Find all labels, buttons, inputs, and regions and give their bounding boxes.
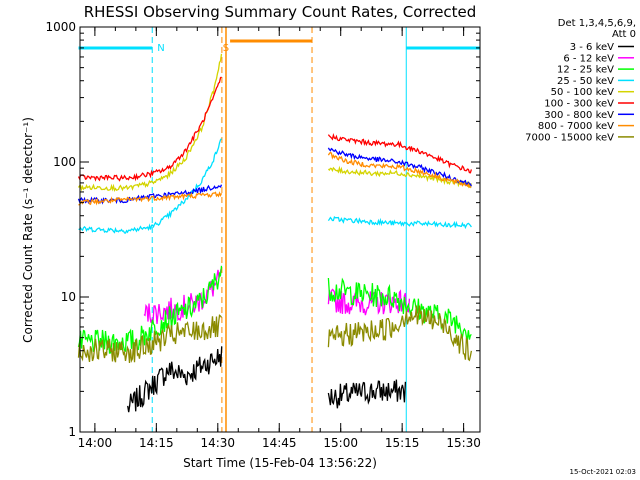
- y-tick-label: 100: [53, 155, 76, 169]
- legend-label: 12 - 25 keV: [557, 65, 614, 76]
- x-tick-label: 15:15: [385, 436, 420, 450]
- series-line: [327, 379, 407, 409]
- series-line: [77, 53, 223, 193]
- series-line: [143, 268, 222, 324]
- y-axis-label: Corrected Count Rate (s⁻¹ detector⁻¹): [21, 117, 35, 343]
- series-line: [77, 76, 222, 182]
- series-line: [78, 138, 223, 234]
- series-line: [77, 314, 223, 363]
- x-tick-label: 14:15: [139, 436, 174, 450]
- x-axis-label: Start Time (15-Feb-04 13:56:22): [183, 456, 377, 470]
- legend-label: 3 - 6 keV: [570, 42, 614, 53]
- series-line: [327, 277, 472, 342]
- legend-header: Att 0: [612, 29, 636, 40]
- axes: 1 10 100 1000 14:00 14:15 14:30 14:45 15:00 15:15…: [45, 20, 480, 450]
- x-tick-label: 14:45: [262, 436, 297, 450]
- y-tick-label: 1000: [45, 20, 76, 34]
- legend-label: 6 - 12 keV: [563, 53, 614, 64]
- plot-frame: [79, 26, 481, 433]
- series-line: [327, 132, 473, 174]
- x-tick-label: 15:00: [323, 436, 358, 450]
- series-line: [77, 265, 223, 354]
- x-tick-label: 14:00: [78, 436, 113, 450]
- chart-title: RHESSI Observing Summary Count Rates, Co…: [84, 3, 477, 21]
- series-line: [327, 305, 473, 362]
- x-tick-label: 14:30: [200, 436, 235, 450]
- series-line: [327, 147, 472, 187]
- series-line: [327, 216, 472, 230]
- legend-label: 300 - 800 keV: [544, 110, 614, 121]
- series-line: [127, 346, 223, 413]
- series-line: [77, 184, 223, 205]
- series-line: [327, 288, 411, 316]
- legend-label: 100 - 300 keV: [544, 99, 614, 110]
- y-tick-label: 10: [61, 290, 76, 304]
- series-line: [327, 165, 473, 189]
- legend-label: 50 - 100 keV: [551, 87, 615, 98]
- legend-header: Det 1,3,4,5,6,9,: [558, 18, 636, 29]
- series-line: [78, 191, 223, 206]
- x-tick-label: 15:30: [446, 436, 481, 450]
- annotation-label: S: [223, 43, 229, 54]
- y-tick-label: 1: [68, 425, 76, 439]
- timestamp: 15-Oct-2021 02:03: [570, 468, 636, 476]
- legend-label: 800 - 7000 keV: [538, 121, 614, 132]
- annotation-label: N: [157, 43, 164, 54]
- legend-label: 25 - 50 keV: [557, 76, 614, 87]
- legend-label: 7000 - 15000 keV: [525, 132, 614, 143]
- series-line: [327, 151, 472, 188]
